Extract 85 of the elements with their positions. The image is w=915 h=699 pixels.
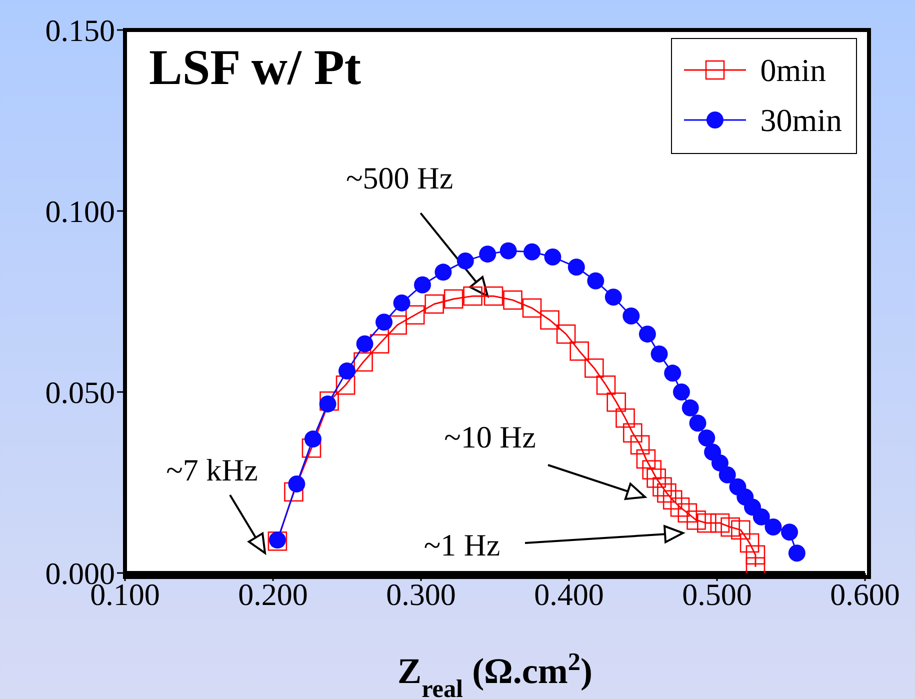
point xyxy=(788,544,806,562)
point xyxy=(650,345,668,362)
point xyxy=(622,307,640,324)
point xyxy=(740,533,760,553)
point xyxy=(393,294,410,312)
point xyxy=(479,246,496,263)
legend-label: 0min xyxy=(760,52,826,88)
point xyxy=(672,384,690,400)
point xyxy=(682,399,699,416)
point xyxy=(638,326,656,343)
point xyxy=(356,335,374,352)
point xyxy=(556,324,576,344)
point xyxy=(338,362,356,380)
point xyxy=(720,517,740,537)
point xyxy=(662,490,682,510)
point xyxy=(670,497,690,517)
point xyxy=(652,477,672,496)
x-tick-label: 0.300 xyxy=(386,577,456,612)
point xyxy=(584,358,604,378)
point xyxy=(606,392,626,412)
point xyxy=(752,508,770,526)
point xyxy=(711,454,728,472)
point xyxy=(678,503,698,523)
point xyxy=(746,545,766,565)
point xyxy=(284,482,304,502)
point xyxy=(698,429,716,446)
point xyxy=(405,305,425,325)
point xyxy=(764,518,782,536)
annotation: ~10 Hz xyxy=(444,420,536,454)
point xyxy=(503,290,522,310)
annotation: ~7 kHz xyxy=(166,452,258,488)
y-tick-label: 0.150 xyxy=(45,13,115,48)
point xyxy=(568,258,585,276)
point xyxy=(731,520,750,540)
point xyxy=(456,252,474,270)
y-tick-label: 0.050 xyxy=(45,375,115,410)
point xyxy=(781,524,798,541)
point xyxy=(664,364,682,382)
chart-title: LSF w/ Pt xyxy=(149,38,362,96)
point xyxy=(484,286,504,306)
x-tick-label: 0.200 xyxy=(238,577,308,612)
point xyxy=(354,352,373,372)
point xyxy=(630,435,650,454)
point xyxy=(319,395,336,412)
legend-label: 30min xyxy=(760,102,842,138)
point xyxy=(642,460,662,480)
point xyxy=(622,423,642,443)
point xyxy=(376,314,392,331)
point xyxy=(370,334,390,354)
y-tick-label: 0.100 xyxy=(45,194,115,230)
point xyxy=(336,375,356,395)
point xyxy=(686,510,706,530)
point xyxy=(710,513,730,533)
point xyxy=(604,288,622,306)
annotation: ~500 Hz xyxy=(346,160,454,196)
point xyxy=(320,391,339,411)
point xyxy=(540,310,560,330)
point xyxy=(596,375,616,395)
point xyxy=(718,466,736,484)
point xyxy=(414,276,431,294)
point xyxy=(689,414,706,432)
point xyxy=(522,298,542,318)
point xyxy=(500,242,517,260)
point xyxy=(304,430,322,448)
point xyxy=(424,294,444,314)
x-tick-label: 0.500 xyxy=(682,577,752,612)
annotation: ~1 Hz xyxy=(424,528,500,562)
point xyxy=(524,243,540,260)
x-tick-label: 0.400 xyxy=(534,577,604,612)
point xyxy=(616,408,635,428)
point xyxy=(570,341,590,361)
point xyxy=(388,315,407,335)
point xyxy=(434,264,452,281)
x-axis-title: Z$_{real}$ (Ω.cm$^{2}$) xyxy=(398,648,592,699)
point xyxy=(657,483,676,503)
point xyxy=(636,449,656,469)
x-tick-label: 0.600 xyxy=(830,577,900,612)
point xyxy=(544,248,562,266)
point xyxy=(646,468,666,488)
point xyxy=(696,513,716,533)
point xyxy=(463,286,482,306)
point xyxy=(302,438,322,458)
point xyxy=(587,272,604,290)
point xyxy=(288,475,306,492)
point xyxy=(444,289,464,309)
